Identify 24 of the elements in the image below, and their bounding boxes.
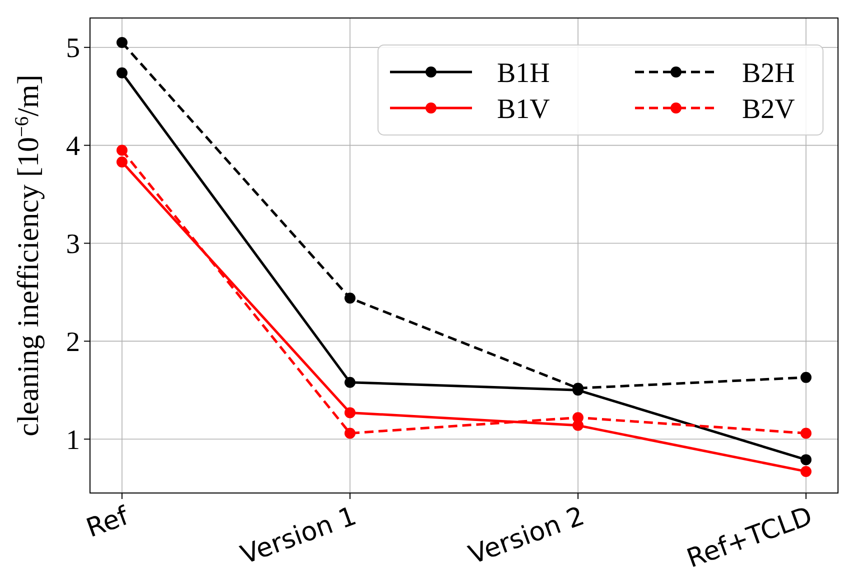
y-tick-label: 2 — [66, 326, 80, 358]
x-tick-label: Version 2 — [464, 501, 588, 571]
x-tick-label: Version 1 — [236, 501, 360, 571]
point — [116, 144, 128, 156]
point — [344, 428, 356, 439]
point — [800, 372, 812, 383]
point — [116, 156, 128, 168]
x-tick-label: Ref — [82, 501, 134, 544]
y-tick-label: 1 — [66, 424, 80, 456]
point — [800, 454, 812, 466]
y-tick-label: 5 — [66, 33, 80, 64]
point — [344, 407, 356, 418]
y-tick-label: 3 — [66, 229, 80, 260]
legend-label: B1H — [497, 58, 550, 89]
point — [116, 67, 128, 78]
legend-label: B2V — [742, 94, 795, 125]
point — [344, 376, 356, 388]
point — [344, 292, 356, 304]
y-tick-label: 4 — [66, 131, 80, 162]
legend-label: B2H — [742, 58, 795, 89]
point — [800, 428, 812, 439]
legend-label: B1V — [497, 94, 550, 125]
point — [800, 466, 812, 477]
point — [116, 36, 128, 48]
